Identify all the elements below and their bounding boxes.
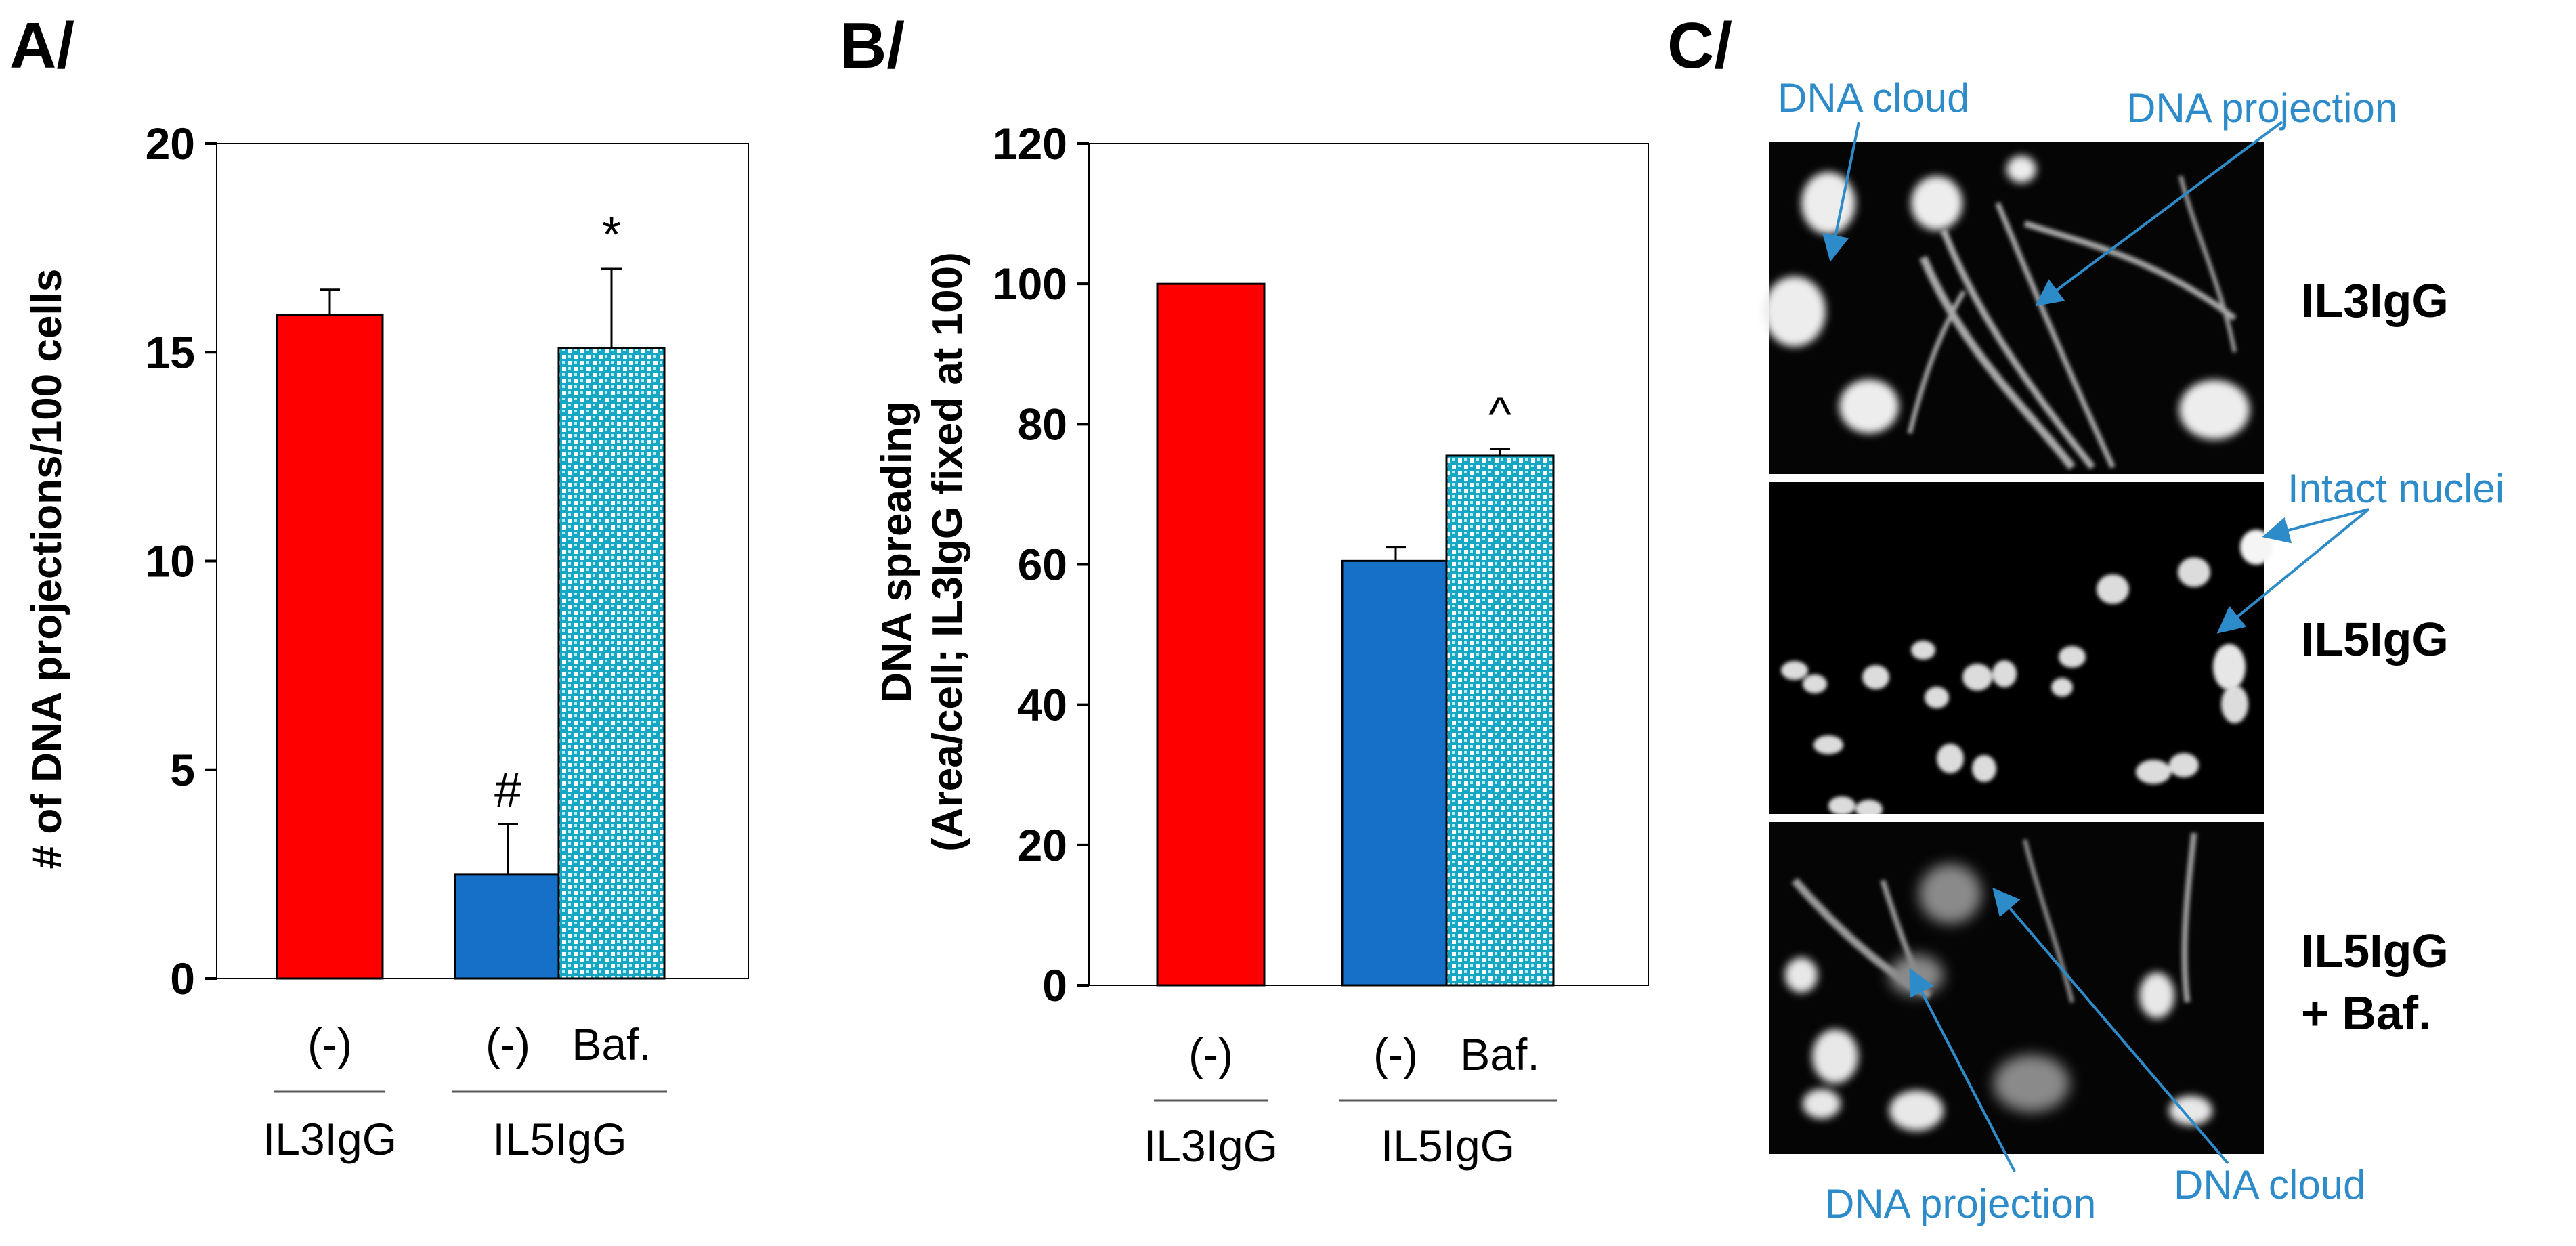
group-label: IL5IgG (1381, 1121, 1515, 1171)
y-tick-label: 100 (993, 259, 1067, 309)
arrow-dna-cloud-top (1822, 121, 1860, 262)
bar (1156, 282, 1266, 987)
condition-label-il5igg: IL5IgG (2301, 613, 2449, 666)
y-tick-label: 120 (993, 119, 1067, 169)
micrograph-panel: IL3IgG IL5IgG IL5IgG + Baf. DNA cloud DN… (1763, 75, 2504, 1226)
x-tick-label: Baf. (1460, 1029, 1539, 1079)
y-tick-label: 5 (170, 745, 195, 795)
chart-a-plot: 0 5 10 15 20 (-) # (-) * Baf. IL3IgG IL5IgG (146, 119, 749, 1164)
bar (276, 314, 384, 980)
condition-label-il5igg-2: IL5IgG (2301, 924, 2449, 977)
bar (1445, 454, 1555, 987)
x-tick-label: (-) (307, 1019, 352, 1069)
arrow-dna-projection-top (2035, 121, 2283, 307)
annotation-dna-cloud-top: DNA cloud (1778, 75, 1969, 121)
significance-marker: ^ (1488, 388, 1511, 442)
y-tick-label: 15 (146, 327, 195, 377)
annotation-dna-cloud-bottom: DNA cloud (2174, 1162, 2365, 1207)
y-tick-label: 60 (1018, 540, 1067, 590)
bar (1341, 559, 1451, 987)
y-tick-label: 0 (1042, 960, 1067, 1010)
arrow-intact-nuclei-1 (2262, 508, 2369, 544)
chart-b: DNA spreading (Area/cell; IL3IgG fixed a… (874, 119, 1649, 1171)
y-tick-label: 40 (1018, 680, 1067, 730)
bar (454, 873, 562, 980)
y-tick-label: 20 (1018, 820, 1067, 870)
chart-a: # of DNA projections/100 cells 0 5 10 15 20 (… (24, 119, 749, 1164)
annotation-intact-nuclei: Intact nuclei (2288, 466, 2504, 511)
condition-label-baf: + Baf. (2301, 987, 2432, 1039)
group-label: IL3IgG (1144, 1121, 1278, 1171)
arrow-intact-nuclei-2 (2216, 508, 2370, 634)
arrow-dna-projection-bottom (1909, 968, 2016, 1172)
chart-b-ylabel: DNA spreading (874, 401, 920, 703)
y-tick-label: 0 (170, 953, 195, 1004)
panel-a-letter: A/ (9, 9, 74, 82)
significance-marker: # (494, 763, 521, 817)
chart-b-ylabel-2: (Area/cell; IL3IgG fixed at 100) (924, 252, 971, 852)
panel-b-letter: B/ (840, 9, 905, 82)
bar (557, 347, 666, 980)
x-tick-label: (-) (1373, 1029, 1418, 1079)
x-tick-label: (-) (486, 1019, 530, 1069)
condition-label-il3igg: IL3IgG (2301, 274, 2449, 327)
panel-c-letter: C/ (1667, 9, 1732, 82)
group-label: IL5IgG (492, 1114, 626, 1164)
y-tick-label: 80 (1018, 399, 1067, 449)
chart-a-ylabel: # of DNA projections/100 cells (24, 269, 70, 869)
x-tick-label: (-) (1188, 1029, 1233, 1079)
arrow-dna-cloud-bottom (1992, 887, 2229, 1165)
annotation-dna-projection-top: DNA projection (2126, 85, 2397, 131)
y-tick-label: 20 (146, 119, 195, 169)
y-tick-label: 10 (146, 536, 195, 586)
micrograph-il5igg (1769, 482, 2273, 819)
significance-marker: * (602, 208, 621, 262)
chart-b-plot: 0 20 40 60 80 100 120 (-) (-) ^ Baf. IL3IgG IL5IgG (993, 119, 1649, 1171)
micrograph-il5igg-baf (1769, 822, 2264, 1154)
annotation-dna-projection-bottom: DNA projection (1825, 1181, 2096, 1226)
x-tick-label: Baf. (572, 1019, 651, 1069)
group-label: IL3IgG (263, 1114, 397, 1164)
